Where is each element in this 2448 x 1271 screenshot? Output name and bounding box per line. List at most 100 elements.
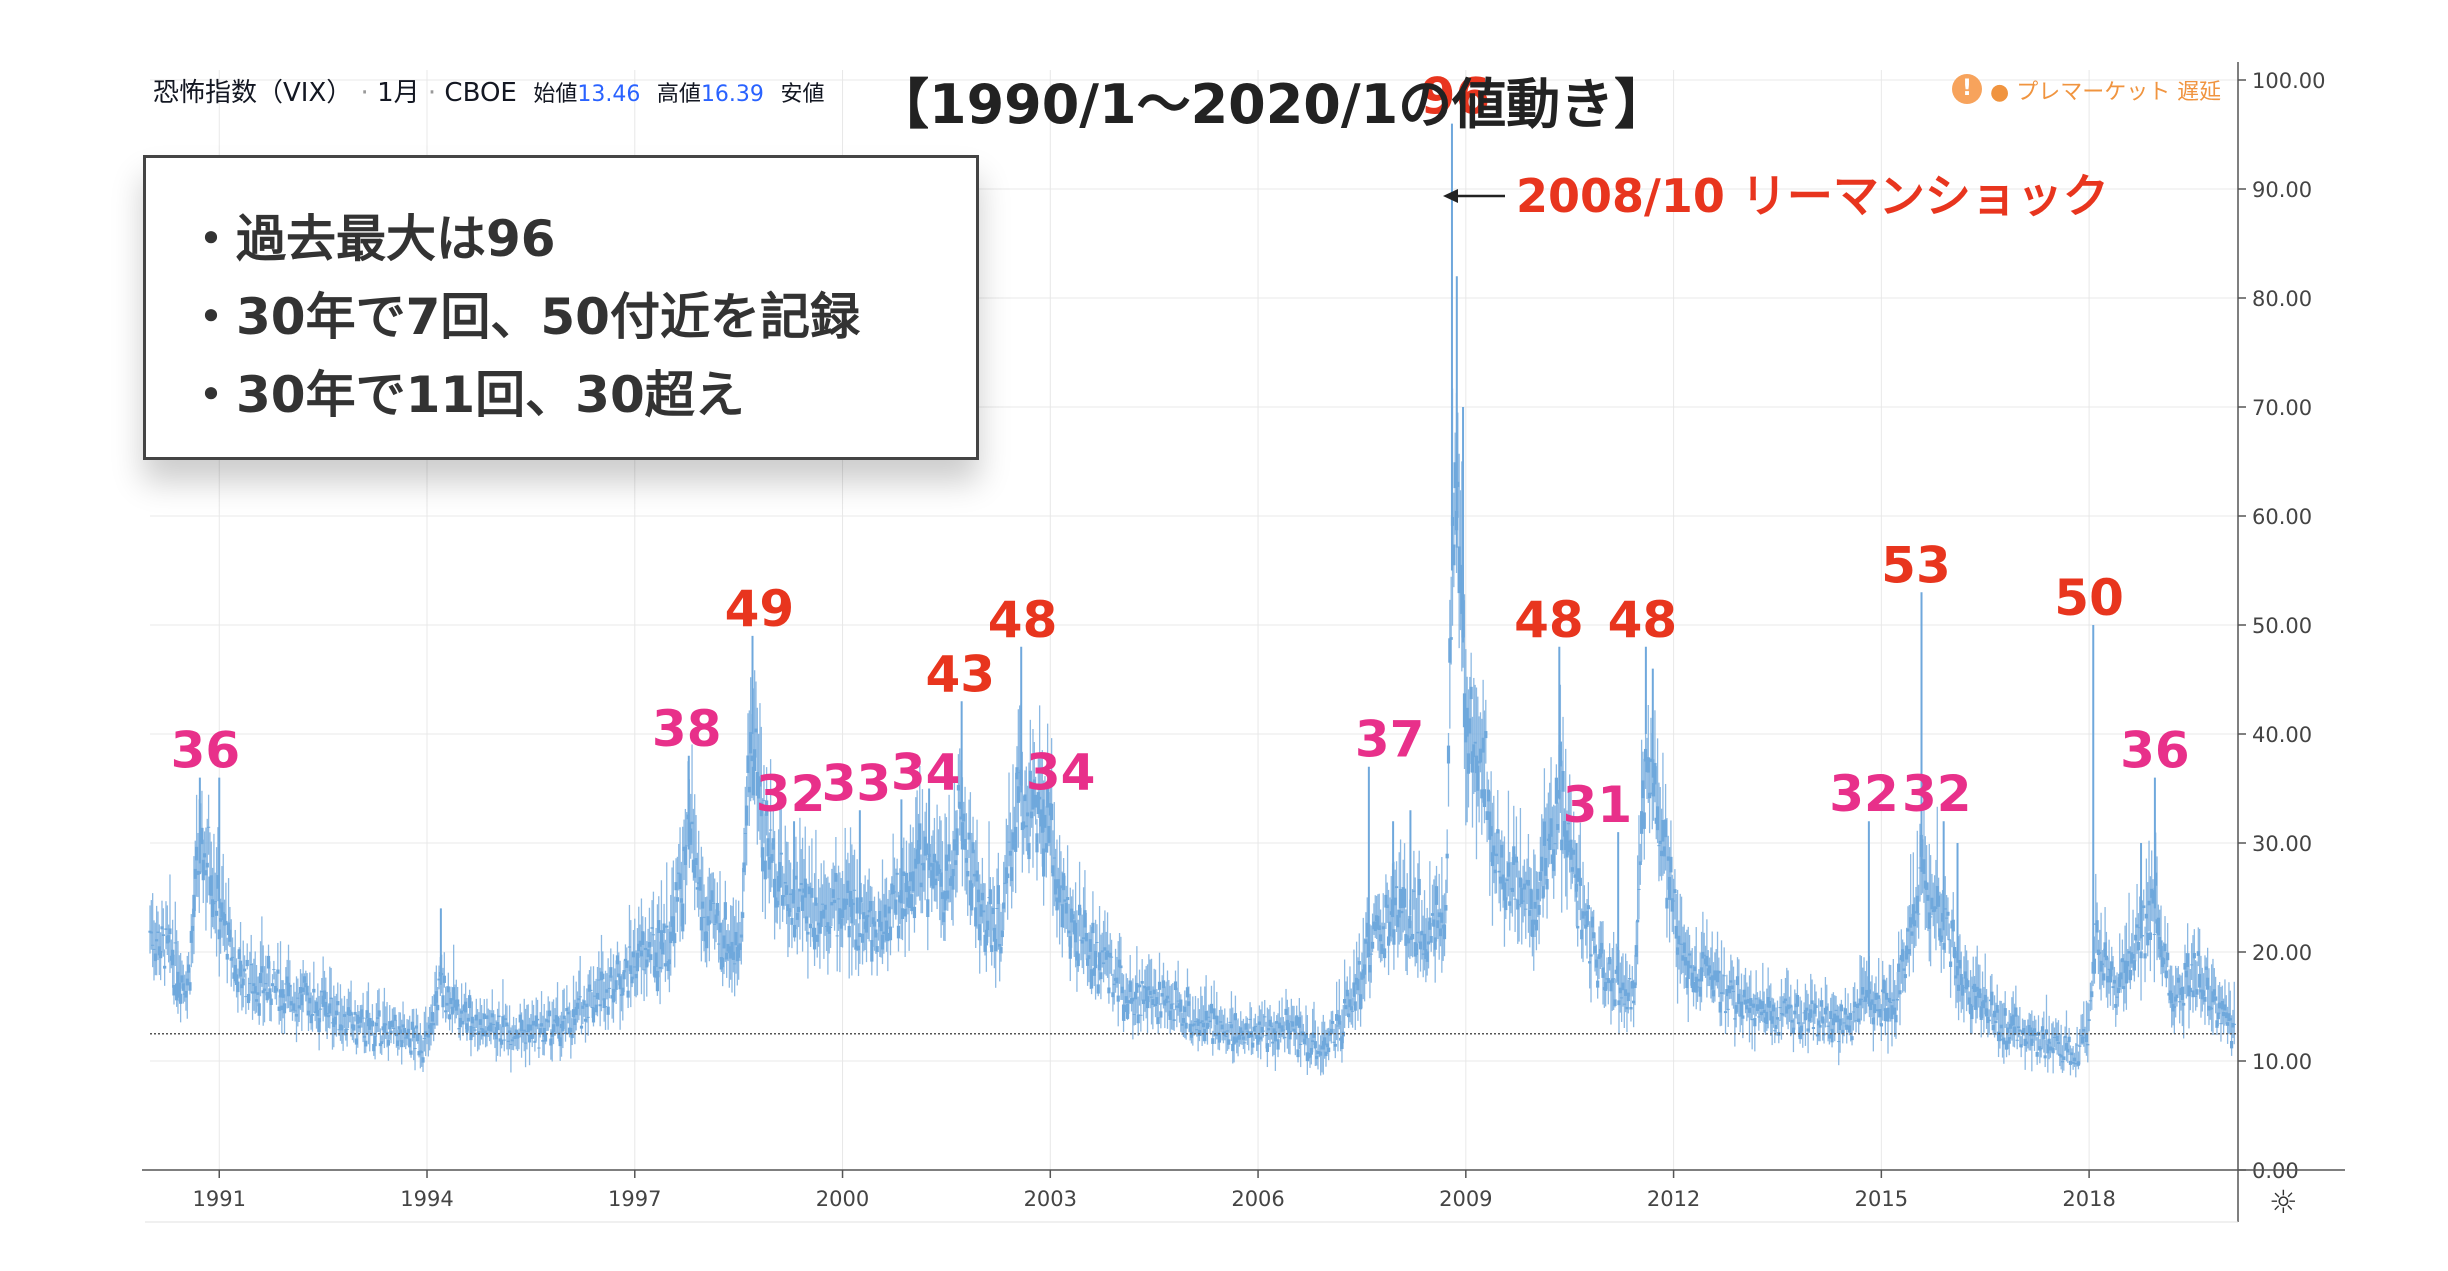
candle-body xyxy=(1325,1043,1329,1048)
candle-body xyxy=(916,840,921,864)
candle-body xyxy=(1089,969,1094,989)
candle-body xyxy=(1637,888,1641,890)
candle-body xyxy=(1410,933,1415,940)
candle-body xyxy=(1332,1041,1336,1043)
candle-body xyxy=(1925,882,1929,890)
candle-body xyxy=(563,1032,568,1035)
price-series xyxy=(148,123,2236,1078)
candle-body xyxy=(1502,882,1507,901)
candle-body xyxy=(1356,979,1360,991)
candle-body xyxy=(1402,888,1407,908)
candle-body xyxy=(623,958,628,962)
candle-body xyxy=(858,933,862,938)
candle-body xyxy=(1729,980,1733,983)
candle-body xyxy=(964,858,968,863)
candle-body xyxy=(224,920,228,925)
candle-body xyxy=(2198,973,2202,988)
candle-body xyxy=(1918,867,1922,869)
candle-body xyxy=(741,912,745,918)
candle-body xyxy=(2228,1018,2232,1021)
candle-body xyxy=(1711,990,1716,997)
candle-body xyxy=(673,933,677,944)
warning-icon[interactable]: ! xyxy=(1952,74,1982,104)
candle-body xyxy=(759,802,763,817)
candle-body xyxy=(2008,1023,2013,1029)
candle-body xyxy=(2012,1026,2017,1036)
candle-body xyxy=(1765,1011,1769,1024)
candle-body xyxy=(1066,897,1070,901)
candle-body xyxy=(799,882,803,885)
candle-body xyxy=(783,882,787,884)
candle-body xyxy=(571,1009,576,1018)
candle-body xyxy=(1767,1000,1772,1008)
candle-body xyxy=(1095,941,1099,943)
candle-body xyxy=(2227,1013,2231,1022)
candle-body xyxy=(414,1025,418,1029)
candle-body xyxy=(265,992,269,1001)
candle-body xyxy=(1652,782,1656,797)
candle-body xyxy=(551,1024,556,1033)
candle-body xyxy=(2223,1004,2227,1011)
candle-body xyxy=(370,1020,375,1027)
candle-body xyxy=(2170,993,2174,1004)
candle-body xyxy=(1548,833,1552,850)
candle-body xyxy=(2140,934,2144,937)
candle-body xyxy=(900,908,905,920)
candle-body xyxy=(1612,978,1616,980)
candle-body xyxy=(1991,1024,1995,1031)
candle-body xyxy=(206,826,211,828)
candle-body xyxy=(1556,824,1560,830)
candle-body xyxy=(1775,1017,1780,1020)
candle-body xyxy=(844,898,849,905)
candle-body xyxy=(1518,877,1523,888)
candle-body xyxy=(1140,981,1144,984)
candle-body xyxy=(1016,786,1020,803)
candle-body xyxy=(895,872,899,875)
candle-body xyxy=(1417,878,1421,896)
candle-body xyxy=(725,952,729,960)
candle-body xyxy=(157,946,161,956)
candle-body xyxy=(1693,966,1697,972)
candle-body xyxy=(1813,1003,1817,1014)
candle-body xyxy=(1817,1020,1821,1026)
candle-body xyxy=(812,927,817,950)
candle-body xyxy=(1187,1001,1191,1006)
candle-body xyxy=(1528,910,1532,916)
candle-body xyxy=(597,979,601,981)
candle-body xyxy=(734,931,738,946)
candle-body xyxy=(233,964,237,981)
candle-body xyxy=(2071,1061,2075,1064)
settings-gear-icon[interactable]: ☼ xyxy=(2269,1183,2298,1221)
candle-body xyxy=(695,887,699,890)
candle-body xyxy=(2232,1023,2236,1026)
candle-body xyxy=(2195,989,2199,995)
candle-body xyxy=(168,928,172,935)
interval[interactable]: 1月 xyxy=(377,78,420,108)
candle-body xyxy=(637,943,641,952)
candle-body xyxy=(2110,961,2114,970)
candle-body xyxy=(1000,930,1004,938)
candle-body xyxy=(164,928,168,930)
candle-body xyxy=(476,1032,480,1035)
candle-body xyxy=(515,1032,520,1039)
candle-body xyxy=(622,970,626,980)
candle-body xyxy=(1773,1030,1777,1032)
candle-body xyxy=(1099,972,1103,980)
candle-body xyxy=(1938,928,1942,941)
candle-body xyxy=(270,983,275,987)
candle-body xyxy=(1648,792,1652,799)
candle-body xyxy=(2215,1020,2219,1028)
candle-body xyxy=(1853,1001,1857,1008)
candle-body xyxy=(1629,1006,1633,1010)
candle-body xyxy=(820,903,825,905)
candle-body xyxy=(2122,986,2126,990)
candle-body xyxy=(1995,1004,1999,1013)
premarket-status[interactable]: ● プレマーケット 遅延 xyxy=(1990,80,2222,105)
candle-body xyxy=(1606,978,1610,984)
candle-body xyxy=(503,1018,508,1020)
candle-body xyxy=(1220,1024,1224,1030)
candle-body xyxy=(870,939,874,962)
candle-body xyxy=(2092,958,2097,974)
candle-body xyxy=(2152,933,2156,935)
